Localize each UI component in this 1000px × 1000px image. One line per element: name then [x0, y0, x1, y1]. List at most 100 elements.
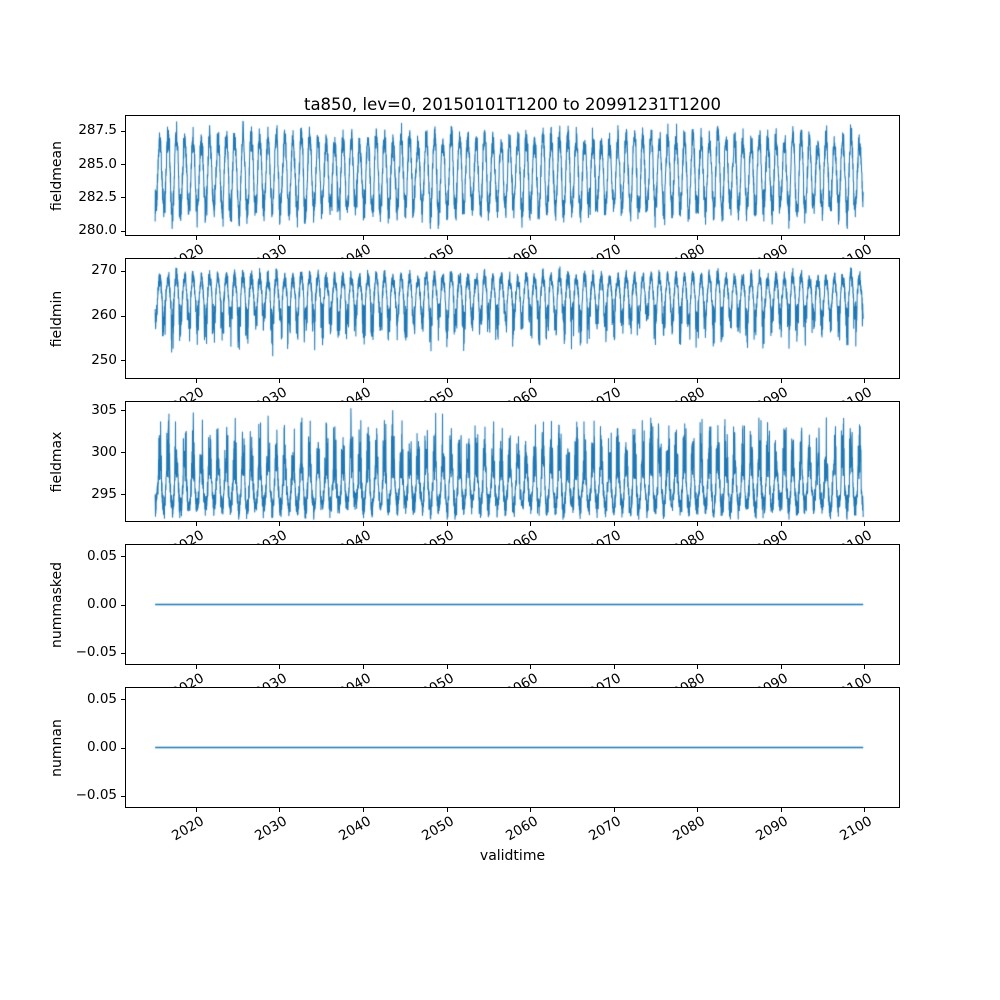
x-tick-mark [530, 522, 531, 526]
x-tick-label: 2060 [502, 813, 541, 845]
x-tick-mark [697, 522, 698, 526]
y-tick-label: 282.5 [78, 189, 117, 205]
x-tick-mark [781, 236, 782, 240]
x-tick-label: 2090 [753, 813, 792, 845]
y-tick-mark [121, 271, 125, 272]
y-tick-label: 300 [91, 444, 117, 460]
x-tick-mark [363, 808, 364, 812]
x-tick-mark [781, 522, 782, 526]
x-tick-mark [279, 522, 280, 526]
x-tick-mark [614, 522, 615, 526]
x-tick-mark [196, 808, 197, 812]
x-tick-label: 2050 [419, 813, 458, 845]
x-tick-mark [279, 236, 280, 240]
y-tick-label: 285.0 [78, 156, 117, 172]
x-tick-mark [697, 808, 698, 812]
y-tick-mark [121, 316, 125, 317]
y-tick-label: 260 [91, 307, 117, 323]
x-tick-mark [864, 665, 865, 669]
y-tick-label: −0.05 [75, 787, 117, 803]
y-tick-label: 280.0 [78, 222, 117, 238]
x-tick-mark [864, 522, 865, 526]
x-tick-mark [530, 665, 531, 669]
y-tick-label: 0.00 [86, 596, 117, 612]
subplot-nummasked [125, 544, 900, 665]
x-tick-label: 2040 [335, 813, 374, 845]
y-tick-mark [121, 197, 125, 198]
x-tick-mark [781, 665, 782, 669]
y-tick-label: 295 [91, 486, 117, 502]
x-tick-mark [614, 665, 615, 669]
y-tick-mark [121, 605, 125, 606]
y-tick-mark [121, 410, 125, 411]
y-tick-mark [121, 653, 125, 654]
fieldmin-plot-canvas [126, 259, 899, 378]
chart-title: ta850, lev=0, 20150101T1200 to 20991231T… [303, 95, 722, 114]
y-tick-mark [121, 164, 125, 165]
y-tick-label: 270 [91, 262, 117, 278]
y-tick-label: 250 [91, 352, 117, 368]
y-tick-mark [121, 360, 125, 361]
y-tick-mark [121, 494, 125, 495]
x-tick-mark [864, 379, 865, 383]
subplot-fieldmax [125, 401, 900, 522]
y-tick-label: −0.05 [75, 644, 117, 660]
y-tick-mark [121, 452, 125, 453]
x-tick-mark [530, 379, 531, 383]
x-tick-label: 2020 [168, 813, 207, 845]
y-tick-label: 0.00 [86, 739, 117, 755]
x-tick-mark [279, 379, 280, 383]
y-tick-mark [121, 131, 125, 132]
subplot-numnan [125, 687, 900, 808]
x-tick-mark [196, 665, 197, 669]
x-tick-label: 2100 [836, 813, 875, 845]
y-tick-mark [121, 231, 125, 232]
x-tick-mark [447, 522, 448, 526]
x-axis-label: validtime [479, 848, 546, 864]
y-tick-label: 0.05 [86, 548, 117, 564]
subplot-fieldmin [125, 258, 900, 379]
x-tick-mark [196, 379, 197, 383]
x-tick-mark [614, 379, 615, 383]
nummasked-plot-canvas [126, 545, 899, 664]
y-tick-mark [121, 556, 125, 557]
x-tick-mark [363, 522, 364, 526]
y-tick-label: 287.5 [78, 122, 117, 138]
subplot-fieldmean [125, 115, 900, 236]
y-tick-label: 305 [91, 402, 117, 418]
x-tick-label: 2070 [586, 813, 625, 845]
x-tick-mark [530, 808, 531, 812]
x-tick-mark [196, 522, 197, 526]
x-tick-mark [614, 808, 615, 812]
x-tick-mark [781, 379, 782, 383]
x-tick-mark [447, 236, 448, 240]
x-tick-mark [864, 808, 865, 812]
x-tick-mark [447, 665, 448, 669]
fieldmax-plot-canvas [126, 402, 899, 521]
x-tick-mark [864, 236, 865, 240]
numnan-plot-canvas [126, 688, 899, 807]
x-tick-mark [363, 665, 364, 669]
fieldmean-plot-canvas [126, 116, 899, 235]
x-tick-mark [530, 236, 531, 240]
y-tick-mark [121, 796, 125, 797]
y-axis-label-fieldmax: fieldmax [49, 431, 65, 492]
x-tick-mark [363, 379, 364, 383]
x-tick-mark [447, 808, 448, 812]
x-tick-mark [697, 236, 698, 240]
x-tick-label: 2030 [252, 813, 290, 845]
x-tick-mark [447, 379, 448, 383]
x-tick-mark [363, 236, 364, 240]
x-tick-mark [279, 808, 280, 812]
x-tick-label: 2080 [669, 813, 708, 845]
y-tick-mark [121, 748, 125, 749]
x-tick-mark [697, 665, 698, 669]
x-tick-mark [614, 236, 615, 240]
x-tick-mark [781, 808, 782, 812]
y-tick-mark [121, 699, 125, 700]
y-tick-label: 0.05 [86, 691, 117, 707]
x-tick-mark [196, 236, 197, 240]
x-tick-mark [279, 665, 280, 669]
